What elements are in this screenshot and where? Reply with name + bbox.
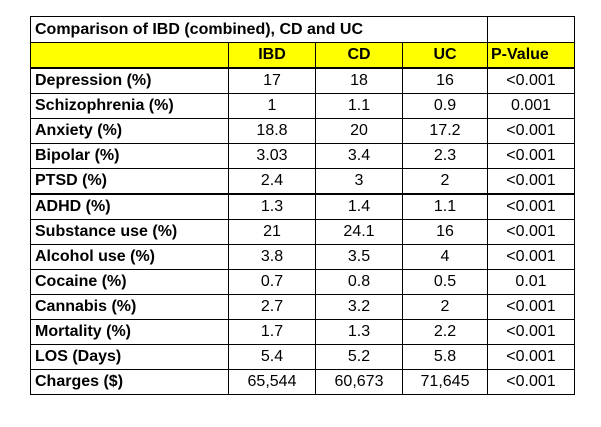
cell-cd: 24.1 [315,219,403,245]
cell-p-value: <0.001 [487,67,575,94]
cell-uc: 2.2 [402,319,488,345]
column-header-uc: UC [402,42,488,69]
cell-ibd: 1.7 [228,319,316,345]
cell-ibd: 2.4 [228,168,316,195]
row-label: Cannabis (%) [30,294,229,320]
cell-cd: 1.4 [315,193,403,220]
cell-uc: 17.2 [402,118,488,144]
table-row: Mortality (%) 1.7 1.3 2.2 <0.001 [30,319,575,345]
table-row: ADHD (%) 1.3 1.4 1.1 <0.001 [30,193,575,220]
row-label: Alcohol use (%) [30,244,229,270]
cell-uc: 71,645 [402,369,488,395]
cell-uc: 2.3 [402,143,488,169]
cell-cd: 5.2 [315,344,403,370]
cell-p-value: <0.001 [487,319,575,345]
cell-cd: 3.5 [315,244,403,270]
cell-uc: 0.5 [402,269,488,295]
cell-cd: 0.8 [315,269,403,295]
column-header-cd: CD [315,42,403,69]
table-row: LOS (Days) 5.4 5.2 5.8 <0.001 [30,344,575,370]
table-row: Bipolar (%) 3.03 3.4 2.3 <0.001 [30,143,575,169]
row-label: Cocaine (%) [30,269,229,295]
row-label: Mortality (%) [30,319,229,345]
row-label: Schizophrenia (%) [30,93,229,119]
column-header-ibd: IBD [228,42,316,69]
cell-ibd: 5.4 [228,344,316,370]
cell-p-value: <0.001 [487,369,575,395]
cell-uc: 16 [402,219,488,245]
table-row: Anxiety (%) 18.8 20 17.2 <0.001 [30,118,575,144]
cell-cd: 60,673 [315,369,403,395]
table-title: Comparison of IBD (combined), CD and UC [30,16,488,43]
cell-ibd: 3.03 [228,143,316,169]
row-label: ADHD (%) [30,193,229,220]
comparison-table: Comparison of IBD (combined), CD and UC … [30,16,575,395]
cell-p-value: <0.001 [487,219,575,245]
cell-ibd: 21 [228,219,316,245]
column-header-p-value: P-Value [487,42,575,69]
cell-cd: 20 [315,118,403,144]
table-row: Cocaine (%) 0.7 0.8 0.5 0.01 [30,269,575,295]
title-row-blank-cell [487,16,575,43]
cell-uc: 1.1 [402,193,488,220]
cell-p-value: <0.001 [487,294,575,320]
cell-p-value: 0.001 [487,93,575,119]
row-label: Depression (%) [30,67,229,94]
table-row: Depression (%) 17 18 16 <0.001 [30,67,575,94]
cell-cd: 1.3 [315,319,403,345]
cell-cd: 3 [315,168,403,195]
cell-cd: 3.4 [315,143,403,169]
cell-p-value: <0.001 [487,143,575,169]
cell-uc: 5.8 [402,344,488,370]
cell-ibd: 2.7 [228,294,316,320]
cell-p-value: <0.001 [487,168,575,195]
cell-ibd: 3.8 [228,244,316,270]
cell-ibd: 65,544 [228,369,316,395]
row-label: Anxiety (%) [30,118,229,144]
cell-p-value: <0.001 [487,244,575,270]
header-row: IBD CD UC P-Value [30,42,575,69]
cell-uc: 16 [402,67,488,94]
row-label: Bipolar (%) [30,143,229,169]
title-row: Comparison of IBD (combined), CD and UC [30,16,575,43]
cell-uc: 2 [402,168,488,195]
cell-ibd: 17 [228,67,316,94]
cell-uc: 4 [402,244,488,270]
table-row: Charges ($) 65,544 60,673 71,645 <0.001 [30,369,575,395]
cell-p-value: 0.01 [487,269,575,295]
cell-cd: 1.1 [315,93,403,119]
cell-p-value: <0.001 [487,193,575,220]
row-label: LOS (Days) [30,344,229,370]
header-blank-cell [30,42,229,69]
table-row: PTSD (%) 2.4 3 2 <0.001 [30,168,575,195]
table-row: Substance use (%) 21 24.1 16 <0.001 [30,219,575,245]
cell-ibd: 18.8 [228,118,316,144]
cell-uc: 0.9 [402,93,488,119]
row-label: Charges ($) [30,369,229,395]
comparison-table-sheet: Comparison of IBD (combined), CD and UC … [30,16,575,395]
table-row: Schizophrenia (%) 1 1.1 0.9 0.001 [30,93,575,119]
cell-ibd: 1.3 [228,193,316,220]
table-row: Cannabis (%) 2.7 3.2 2 <0.001 [30,294,575,320]
row-label: Substance use (%) [30,219,229,245]
cell-cd: 3.2 [315,294,403,320]
cell-uc: 2 [402,294,488,320]
cell-cd: 18 [315,67,403,94]
cell-p-value: <0.001 [487,344,575,370]
cell-ibd: 0.7 [228,269,316,295]
table-row: Alcohol use (%) 3.8 3.5 4 <0.001 [30,244,575,270]
row-label: PTSD (%) [30,168,229,195]
cell-ibd: 1 [228,93,316,119]
cell-p-value: <0.001 [487,118,575,144]
